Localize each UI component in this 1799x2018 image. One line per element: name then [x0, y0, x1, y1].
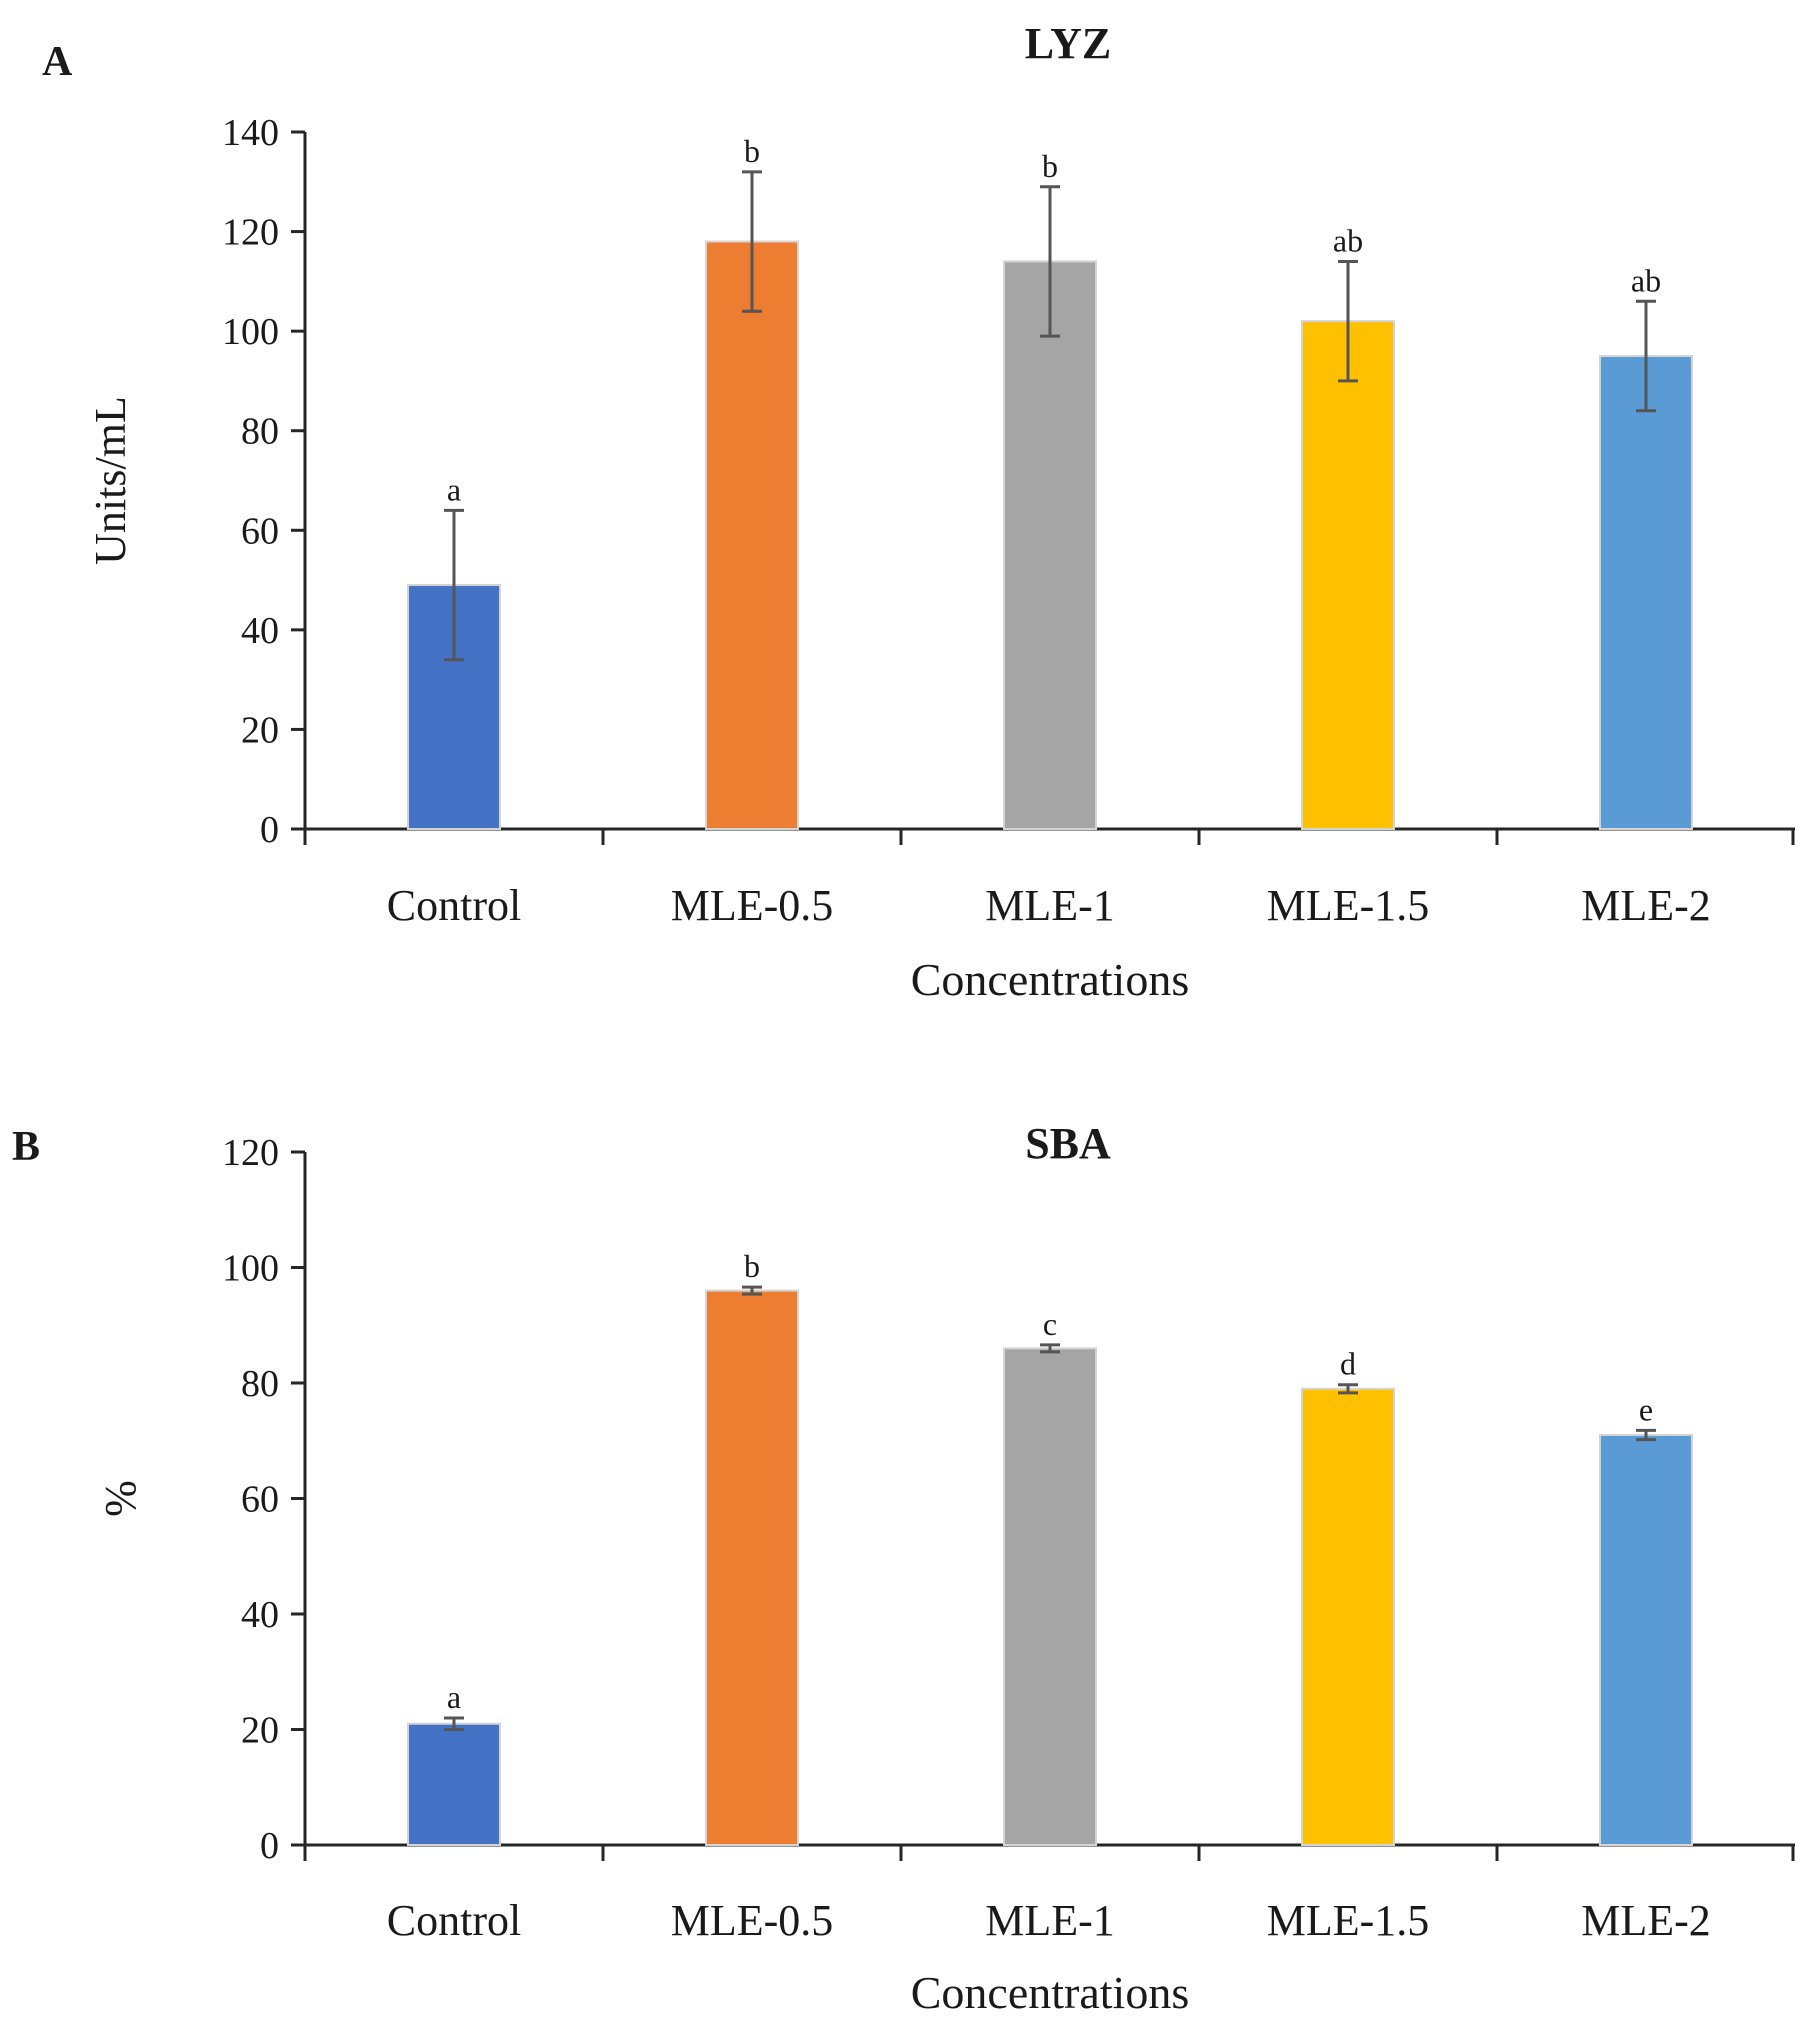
bar — [1003, 1347, 1097, 1846]
y-tick-label: 40 — [241, 610, 279, 652]
y-axis-label: Units/mL — [86, 396, 135, 565]
y-tick-label: 0 — [260, 1825, 279, 1867]
x-tick-label: MLE-0.5 — [671, 881, 834, 930]
y-tick-label: 80 — [241, 1363, 279, 1405]
significance-letter: ab — [1631, 262, 1661, 298]
bar — [407, 1722, 501, 1846]
y-axis-label: % — [96, 1480, 145, 1517]
bar — [1301, 320, 1395, 830]
x-tick-label: MLE-2 — [1581, 1896, 1711, 1945]
x-tick-label: MLE-1.5 — [1267, 881, 1430, 930]
x-tick-label: Control — [387, 881, 521, 930]
significance-letter: b — [1042, 148, 1058, 184]
y-tick-label: 0 — [260, 809, 279, 851]
y-tick-label: 140 — [222, 112, 279, 154]
panel-letter: B — [12, 1124, 40, 1170]
bar — [1003, 260, 1097, 830]
bar — [705, 240, 799, 830]
x-axis-label: Concentrations — [911, 1967, 1190, 2018]
chart-title: SBA — [1025, 1119, 1111, 1168]
y-tick-label: 100 — [222, 311, 279, 353]
significance-letter: a — [447, 471, 461, 507]
panel-letter: A — [42, 39, 73, 85]
bar — [407, 584, 501, 830]
chart-title: LYZ — [1025, 19, 1111, 68]
y-tick-label: 20 — [241, 709, 279, 751]
bar — [1301, 1387, 1395, 1847]
bar — [1599, 355, 1693, 830]
bar — [705, 1289, 799, 1846]
y-tick-label: 60 — [241, 1479, 279, 1521]
x-tick-label: Control — [387, 1896, 521, 1945]
significance-letter: e — [1639, 1391, 1653, 1427]
bar — [1599, 1433, 1693, 1846]
x-tick-label: MLE-2 — [1581, 881, 1711, 930]
chart-panel-b: B SBA 0 20 40 60 80 100 120 a Control b MLE-0.5 c MLE-… — [12, 1119, 1795, 2018]
significance-letter: d — [1340, 1346, 1356, 1382]
significance-letter: b — [744, 133, 760, 169]
x-tick-label: MLE-1 — [985, 1896, 1115, 1945]
y-tick-label: 80 — [241, 411, 279, 453]
significance-letter: c — [1043, 1306, 1057, 1342]
significance-letter: a — [447, 1679, 461, 1715]
x-axis-label: Concentrations — [911, 954, 1190, 1005]
y-tick-label: 60 — [241, 510, 279, 552]
y-tick-label: 120 — [222, 1132, 279, 1174]
significance-letter: b — [744, 1248, 760, 1284]
y-tick-label: 120 — [222, 212, 279, 254]
y-tick-label: 20 — [241, 1710, 279, 1752]
x-tick-label: MLE-0.5 — [671, 1896, 834, 1945]
x-tick-label: MLE-1 — [985, 881, 1115, 930]
significance-letter: ab — [1333, 222, 1363, 258]
y-tick-label: 100 — [222, 1248, 279, 1290]
chart-panel-a: A LYZ 0 20 40 60 80 100 120 140 a Control b MLE-0.5 b M… — [42, 19, 1795, 1005]
x-tick-label: MLE-1.5 — [1267, 1896, 1430, 1945]
y-tick-label: 40 — [241, 1594, 279, 1636]
